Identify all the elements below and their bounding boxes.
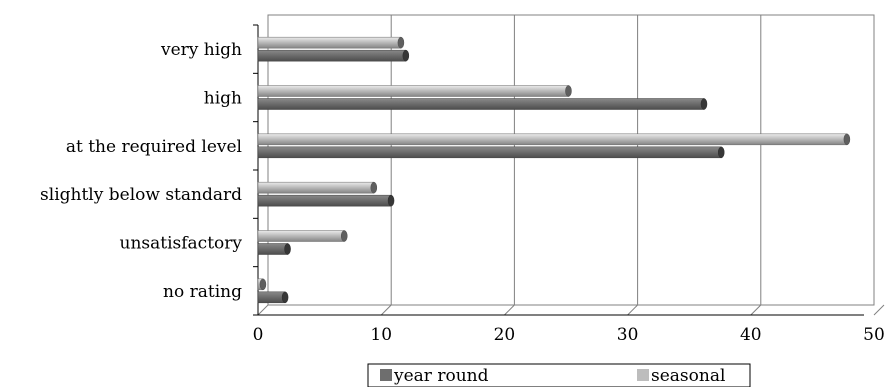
bar-seasonal: [257, 278, 267, 291]
category-label: unsatisfactory: [120, 234, 243, 254]
bar-year-round: [257, 49, 410, 62]
x-tick-labels: 0 10 20 30 40 50: [253, 325, 885, 345]
legend-label-seasonal: seasonal: [651, 366, 725, 386]
x-tick-label: 40: [740, 325, 762, 345]
legend-label-year-round: year round: [393, 366, 489, 386]
bar-cap: [843, 133, 851, 146]
floor-line: [504, 304, 515, 316]
floor-line: [257, 304, 269, 316]
bar-seasonal: [257, 230, 348, 242]
bar-cap: [402, 49, 410, 62]
category-label: high: [204, 89, 242, 109]
legend-swatch-year-round: [380, 369, 392, 381]
bar-body: [257, 36, 402, 49]
bar-year-round: [257, 146, 725, 159]
legend-box: [367, 363, 751, 387]
bar-body: [257, 291, 286, 304]
bar-seasonal: [257, 36, 405, 49]
bar-body: [257, 49, 407, 62]
floor-line: [380, 304, 392, 316]
axes: [253, 24, 864, 316]
x-tick-label: 50: [863, 325, 885, 345]
bar-cap: [397, 36, 405, 49]
category-labels: very high high at the required level slight…: [40, 40, 242, 302]
bar-body: [257, 146, 722, 159]
bar-body: [257, 230, 345, 242]
bar-body: [257, 85, 569, 97]
x-tick-label: 0: [253, 325, 264, 345]
floor-line: [627, 304, 638, 316]
bar-body: [257, 133, 848, 146]
legend: year round seasonal: [367, 363, 751, 387]
bar-body: [257, 243, 288, 255]
floor-line: [750, 304, 762, 316]
bar-body: [257, 98, 705, 110]
category-label: very high: [160, 40, 242, 60]
category-label: slightly below standard: [40, 185, 242, 205]
bar-body: [257, 194, 392, 207]
x-tick-label: 20: [494, 325, 516, 345]
bar-year-round: [257, 98, 708, 110]
legend-swatch-seasonal: [637, 369, 649, 381]
bar-cap: [717, 146, 725, 159]
floor-line: [873, 304, 885, 316]
bar-cap: [259, 278, 267, 291]
category-label: at the required level: [66, 137, 242, 157]
bar-cap: [370, 181, 378, 194]
bar-body: [257, 181, 375, 194]
x-tick-label: 30: [617, 325, 639, 345]
plot-frame: [267, 14, 875, 306]
category-label: no rating: [163, 282, 242, 302]
bar-seasonal: [257, 133, 851, 146]
bars: [257, 36, 851, 304]
bar-seasonal: [257, 181, 378, 194]
bar-year-round: [257, 194, 395, 207]
bar-cap: [565, 85, 572, 97]
grid-lines: [257, 14, 885, 316]
bar-cap: [281, 291, 289, 304]
bar-cap: [340, 230, 348, 242]
bar-year-round: [257, 291, 289, 304]
bar-cap: [284, 243, 291, 255]
bar-cap: [387, 194, 395, 207]
bar-cap: [700, 98, 708, 110]
bar-year-round: [257, 243, 291, 255]
bar-seasonal: [257, 85, 572, 97]
x-tick-label: 10: [370, 325, 392, 345]
